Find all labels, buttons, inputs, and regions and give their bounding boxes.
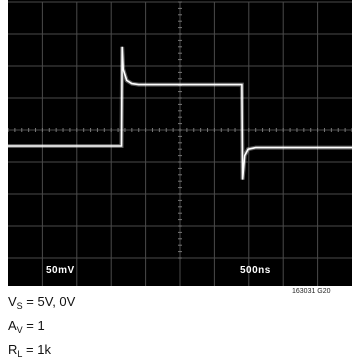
- condition-symbol: R: [8, 342, 18, 357]
- condition-symbol: A: [8, 318, 17, 333]
- condition-gain: AV = 1: [8, 316, 75, 340]
- oscilloscope-screen: 50mV 500ns: [8, 0, 352, 286]
- waveform-line: [8, 46, 352, 180]
- condition-subscript: V: [16, 325, 23, 335]
- figure-id: 163031 G20: [292, 288, 331, 295]
- condition-load: RL = 1k: [8, 340, 75, 360]
- condition-subscript: S: [16, 301, 23, 311]
- test-conditions: VS = 5V, 0V AV = 1 RL = 1k: [8, 292, 75, 360]
- condition-value: = 1k: [22, 342, 51, 357]
- condition-supply: VS = 5V, 0V: [8, 292, 75, 316]
- condition-value: = 1: [22, 318, 45, 333]
- condition-subscript: L: [17, 349, 23, 359]
- time-per-div-label: 500ns: [240, 265, 271, 276]
- condition-symbol: V: [8, 294, 17, 309]
- waveform-trace: [8, 46, 352, 180]
- volts-per-div-label: 50mV: [46, 265, 75, 276]
- scope-plot: [8, 1, 352, 286]
- graticule-grid: [8, 1, 352, 286]
- condition-value: = 5V, 0V: [22, 294, 76, 309]
